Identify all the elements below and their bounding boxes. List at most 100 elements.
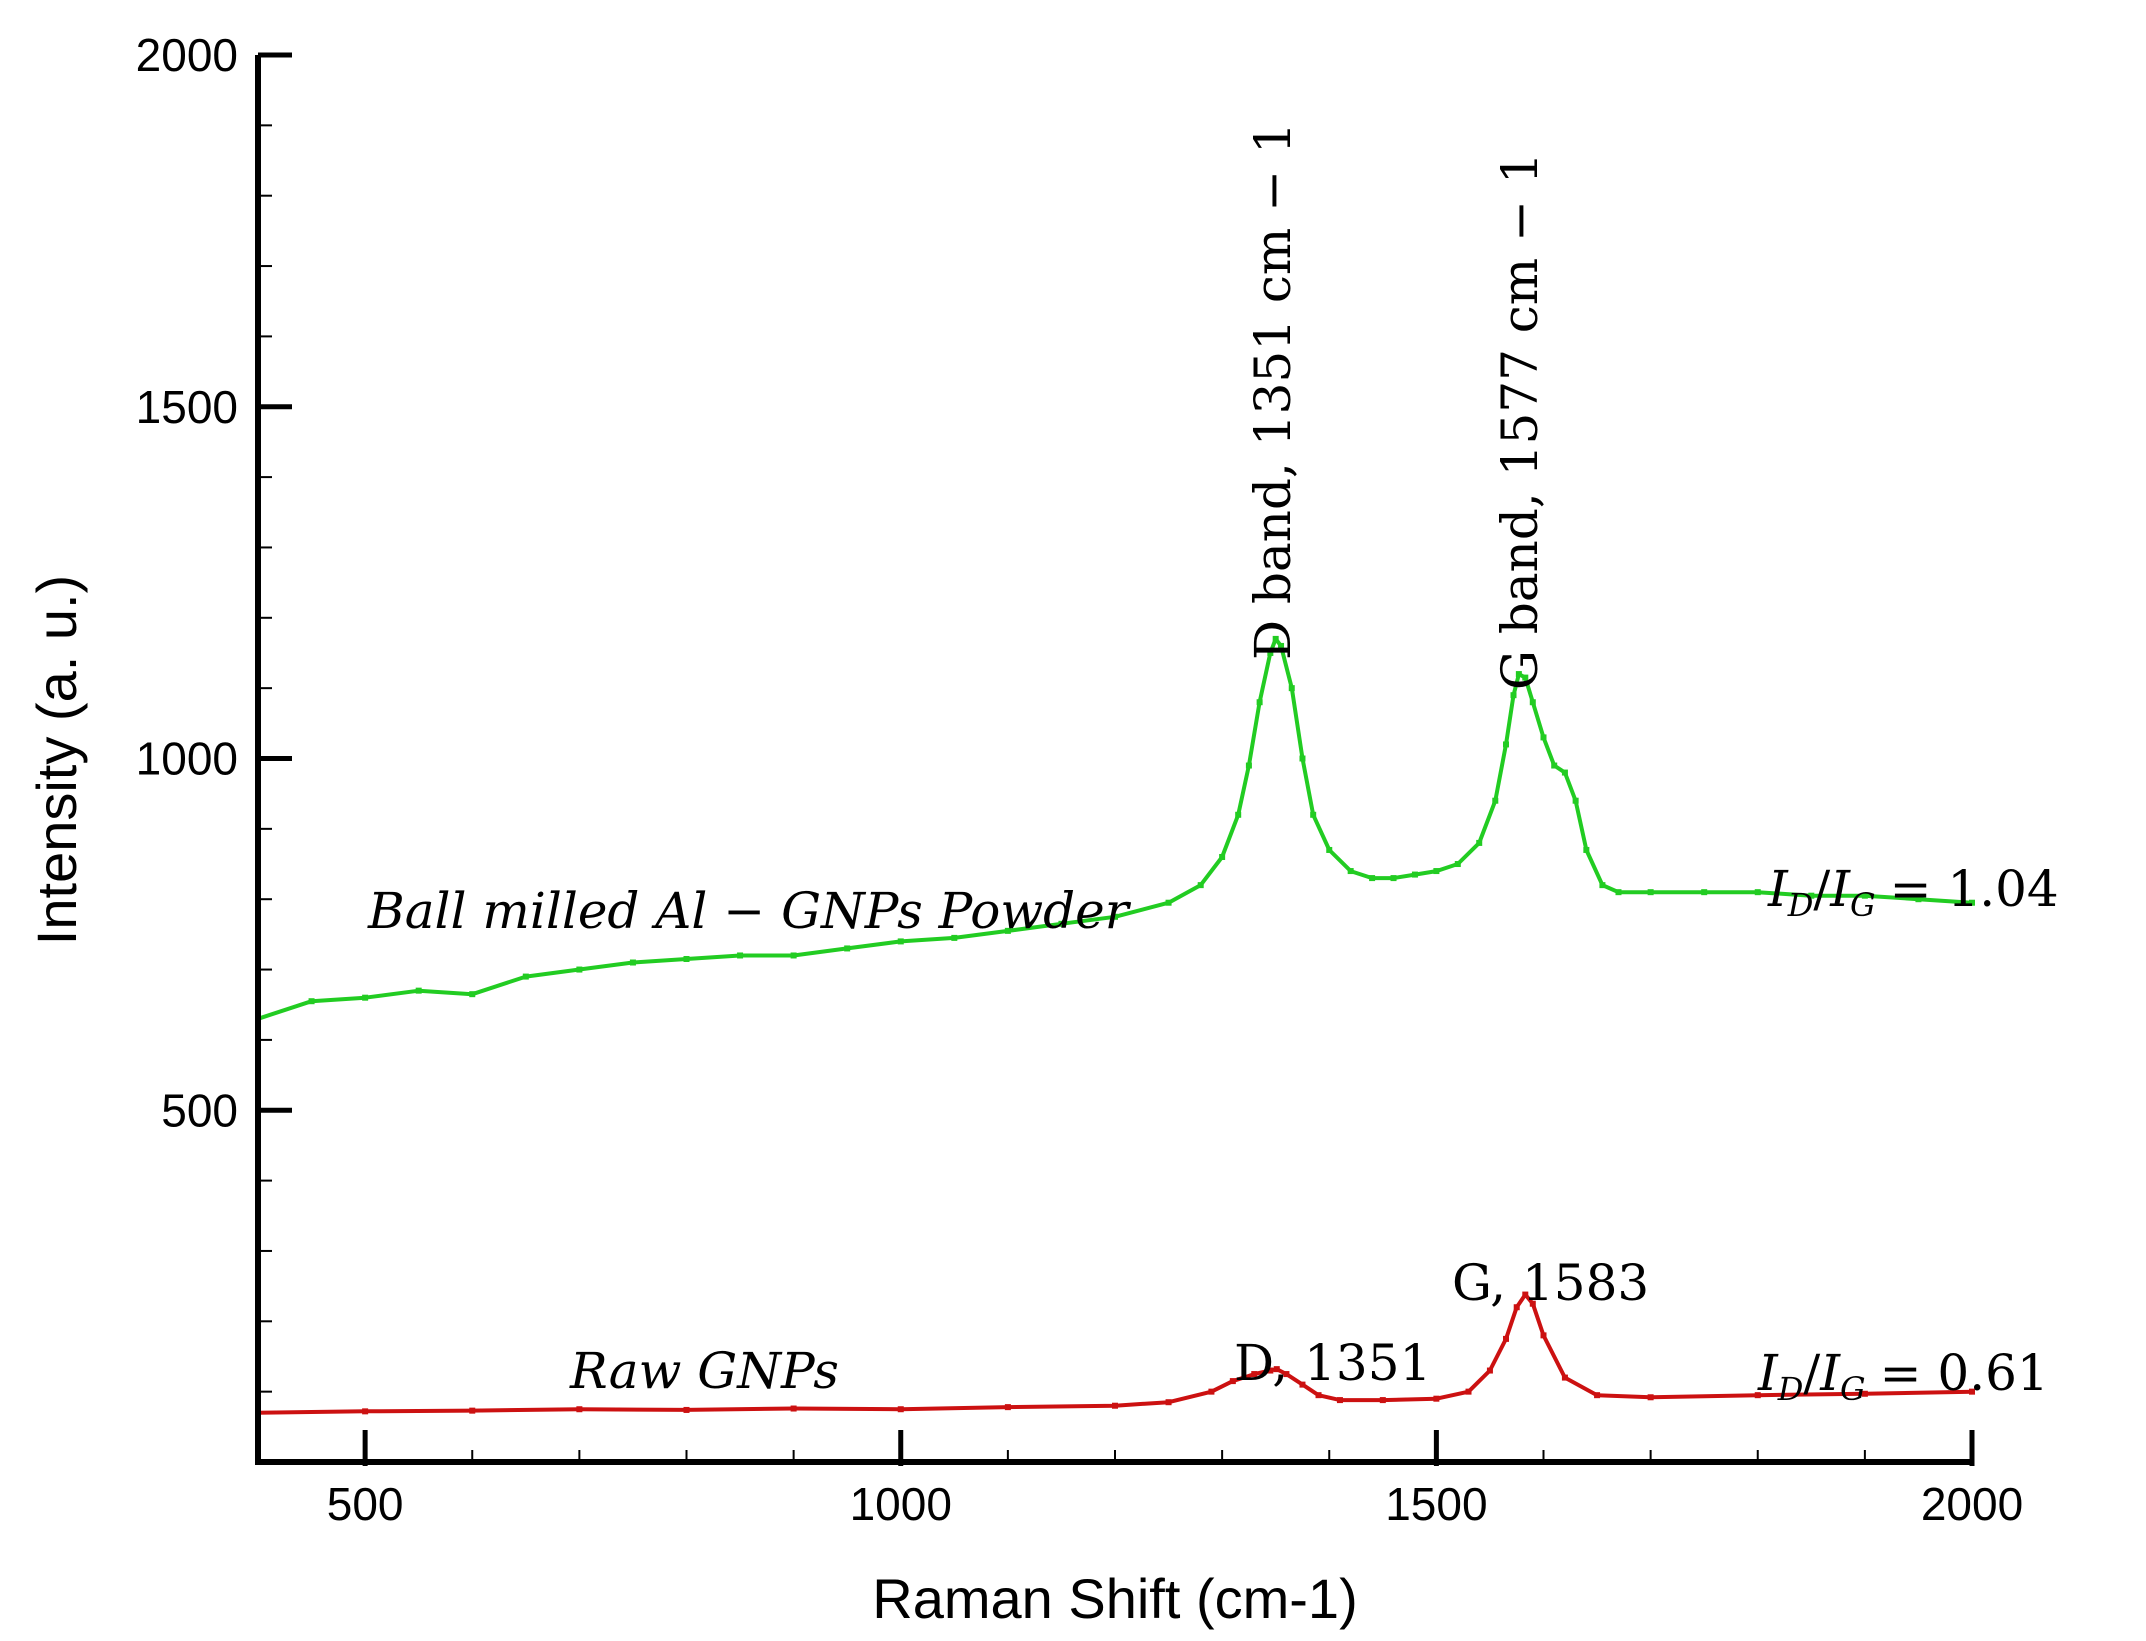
series-point-1: [1433, 1395, 1440, 1402]
series-point-1: [1267, 1367, 1274, 1374]
series-point-0: [576, 966, 583, 973]
x-tick-label: 1500: [1385, 1478, 1487, 1530]
ratio-ball-g: G: [1850, 886, 1876, 924]
y-axis-title: Intensity (a. u.): [25, 575, 88, 945]
series-point-1: [1004, 1404, 1011, 1411]
series-point-0: [1004, 927, 1011, 934]
series-point-0: [1529, 699, 1536, 706]
series-point-0: [1701, 889, 1708, 896]
series-point-0: [1599, 882, 1606, 889]
series-point-1: [1861, 1390, 1868, 1397]
g-band-annotation: G band, 1577 cm − 1: [1491, 152, 1549, 690]
series-point-0: [1288, 685, 1295, 692]
series-point-1: [1112, 1402, 1118, 1409]
series-point-0: [1510, 692, 1517, 699]
ratio-ball-value: = 1.04: [1890, 860, 2059, 918]
series-point-1: [1561, 1374, 1568, 1381]
y-tick-label: 2000: [136, 29, 238, 81]
series-point-1: [1336, 1397, 1343, 1404]
d-band-annotation: D band, 1351 cm − 1: [1244, 122, 1302, 660]
raw-gnps-label: Raw GNPs: [569, 1342, 839, 1400]
ticks-layer: 500 1000 1500 2000 500 1000 1500 2000: [136, 29, 2024, 1530]
ratio-ball-label: ID/IG = 1.04: [1767, 860, 2059, 924]
x-tick-label: 500: [327, 1478, 404, 1530]
series-point-0: [1561, 769, 1568, 776]
series-point-0: [1583, 846, 1590, 853]
series-point-0: [1754, 889, 1761, 896]
series-point-0: [1197, 882, 1204, 889]
series-point-0: [1647, 889, 1654, 896]
series-point-1: [1522, 1291, 1529, 1298]
series-point-0: [1492, 797, 1499, 804]
series-point-0: [683, 955, 690, 962]
ratio-raw-value: = 0.61: [1880, 1344, 2049, 1402]
series-point-1: [683, 1406, 690, 1413]
series-point-0: [1615, 889, 1622, 896]
series-point-0: [469, 991, 476, 998]
series-point-1: [790, 1405, 797, 1412]
series-point-1: [1465, 1388, 1472, 1395]
series-point-0: [1369, 875, 1376, 882]
series-point-1: [576, 1406, 583, 1413]
series-point-0: [1165, 899, 1172, 906]
series-line-0: [257, 636, 1973, 1021]
axes-layer: [255, 55, 1972, 1465]
d-raw-label: D, 1351: [1234, 1334, 1431, 1392]
series-point-1: [897, 1406, 904, 1413]
ratio-raw-g: G: [1840, 1370, 1866, 1408]
series-point-0: [362, 994, 369, 1001]
series-point-0: [1411, 871, 1418, 878]
series-point-1: [1273, 1366, 1280, 1373]
series-point-0: [1454, 861, 1461, 868]
series-point-0: [737, 952, 744, 959]
series-point-0: [1503, 741, 1510, 748]
series-point-1: [1503, 1335, 1510, 1342]
y-tick-label: 500: [161, 1084, 238, 1136]
ratio-ball-d: D: [1787, 886, 1814, 924]
series-point-0: [1219, 853, 1226, 860]
series-point-0: [1969, 899, 1975, 906]
ratio-raw-i: I: [1757, 1344, 1779, 1402]
series-point-0: [1390, 875, 1397, 882]
x-axis-title: Raman Shift (cm-1): [872, 1567, 1357, 1630]
series-point-0: [951, 934, 958, 941]
series-point-0: [1112, 913, 1118, 920]
series-point-0: [415, 987, 422, 994]
series-point-1: [1315, 1392, 1322, 1399]
ratio-raw-d: D: [1777, 1370, 1804, 1408]
ratio-raw-label: ID/IG = 0.61: [1757, 1344, 2049, 1408]
series-point-0: [1299, 755, 1306, 762]
series-point-0: [1256, 699, 1263, 706]
series-point-0: [1522, 674, 1529, 681]
series-point-0: [1272, 635, 1279, 642]
series-point-1: [1379, 1397, 1386, 1404]
series-point-1: [1529, 1300, 1536, 1307]
series-point-0: [308, 998, 315, 1005]
series-point-0: [1310, 811, 1317, 818]
series-point-1: [1594, 1392, 1601, 1399]
y-tick-label: 1000: [136, 733, 238, 785]
series-point-0: [1861, 892, 1868, 899]
series-point-0: [1267, 649, 1274, 656]
series-point-0: [1245, 762, 1252, 769]
x-tick-label: 1000: [850, 1478, 952, 1530]
x-tick-label: 2000: [1921, 1478, 2023, 1530]
series-point-0: [844, 945, 851, 952]
series-point-0: [1058, 920, 1065, 927]
series-point-1: [1754, 1392, 1761, 1399]
series-point-0: [1915, 896, 1922, 903]
series-point-0: [629, 959, 636, 966]
series-point-0: [790, 952, 797, 959]
series-point-0: [1540, 734, 1547, 741]
series-point-1: [1513, 1304, 1520, 1311]
series-point-0: [1433, 868, 1440, 875]
series-point-1: [1283, 1371, 1290, 1378]
series-point-0: [1326, 846, 1333, 853]
ratio-raw-i2: I: [1819, 1344, 1841, 1402]
ratio-ball-i: I: [1767, 860, 1789, 918]
series-point-1: [1486, 1367, 1493, 1374]
series-point-1: [1299, 1381, 1306, 1388]
series-point-1: [1251, 1371, 1258, 1378]
series-point-0: [1515, 671, 1522, 678]
